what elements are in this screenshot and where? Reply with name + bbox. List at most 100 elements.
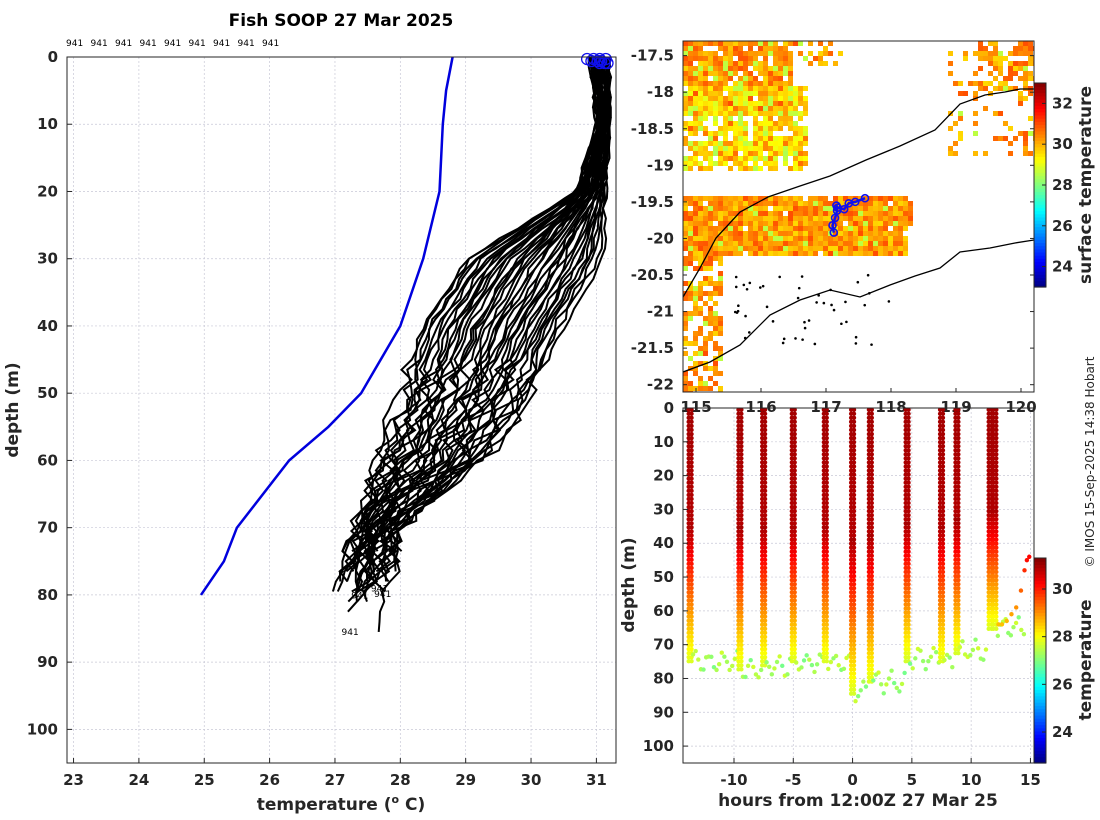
sst-cell bbox=[978, 81, 983, 86]
sst-cell bbox=[783, 221, 788, 226]
cast-point bbox=[792, 415, 797, 421]
sst-cell bbox=[693, 371, 698, 376]
cast-point bbox=[739, 557, 744, 563]
sst-cell bbox=[748, 71, 753, 76]
cast-point bbox=[855, 693, 861, 699]
cast-point bbox=[869, 602, 874, 607]
cast-point bbox=[689, 598, 694, 603]
sst-cell bbox=[783, 41, 788, 46]
sst-cell bbox=[798, 206, 803, 211]
sst-cell bbox=[708, 241, 713, 246]
cast-point bbox=[869, 654, 874, 660]
cast-point bbox=[906, 488, 911, 494]
sst-cell bbox=[803, 86, 808, 91]
cast-point bbox=[956, 460, 961, 465]
sst-cell bbox=[768, 106, 773, 111]
cast-point bbox=[940, 618, 946, 623]
sst-cell bbox=[693, 121, 698, 126]
sst-cell bbox=[703, 301, 708, 306]
sst-cell bbox=[683, 51, 688, 56]
island bbox=[801, 338, 804, 341]
sst-cell bbox=[788, 241, 793, 246]
sst-cell bbox=[798, 91, 803, 96]
sst-cell bbox=[723, 56, 728, 61]
sst-cell bbox=[753, 131, 758, 136]
cast-point bbox=[851, 659, 857, 664]
cast-point bbox=[994, 512, 999, 518]
temperature-colorbar-segment bbox=[1034, 682, 1046, 687]
temperature-colorbar-segment bbox=[1034, 570, 1046, 575]
cast-point bbox=[792, 638, 797, 644]
sst-cell bbox=[888, 231, 893, 236]
sst-cell bbox=[773, 196, 778, 201]
sst-cell bbox=[683, 96, 688, 101]
sst-cell bbox=[703, 56, 708, 61]
cast-point bbox=[739, 468, 744, 473]
sst-colorbar-segment bbox=[1034, 86, 1046, 90]
cast-point bbox=[689, 614, 694, 619]
profile-y-label: depth (m) bbox=[3, 362, 23, 457]
map-x-tick-label: 120 bbox=[1005, 398, 1036, 416]
sst-cell bbox=[738, 111, 743, 116]
cast-point bbox=[994, 423, 999, 429]
sst-cell bbox=[793, 206, 798, 211]
sst-cell bbox=[693, 211, 698, 216]
sst-cell bbox=[738, 211, 743, 216]
sst-cell bbox=[698, 81, 703, 86]
cast-point bbox=[792, 464, 797, 469]
cast-point bbox=[995, 633, 1001, 639]
cast-point bbox=[824, 439, 829, 445]
cast-point bbox=[994, 626, 999, 631]
sst-cell bbox=[788, 51, 793, 56]
sst-cell bbox=[808, 41, 813, 46]
sst-cell bbox=[698, 86, 703, 91]
sst-colorbar-segment bbox=[1034, 140, 1046, 145]
sst-cell bbox=[868, 231, 873, 236]
sst-cell bbox=[793, 111, 798, 116]
cast-point bbox=[851, 460, 857, 465]
sst-cell bbox=[708, 261, 713, 266]
sst-cell bbox=[783, 146, 788, 151]
sst-cell bbox=[768, 111, 773, 116]
cast-point bbox=[897, 689, 902, 694]
cast-point bbox=[851, 549, 857, 554]
sst-cell bbox=[793, 216, 798, 221]
sst-cell bbox=[753, 166, 758, 171]
cast-point bbox=[906, 541, 911, 546]
sst-cell bbox=[803, 221, 808, 226]
cast-point bbox=[906, 646, 911, 652]
temperature-colorbar-segment bbox=[1034, 644, 1046, 649]
sst-cell bbox=[698, 141, 703, 146]
sst-cell bbox=[783, 156, 788, 161]
sst-cell bbox=[693, 206, 698, 211]
sst-cell bbox=[1018, 51, 1023, 56]
cast-point bbox=[762, 435, 768, 441]
sst-cell bbox=[703, 141, 708, 146]
temperature-colorbar-segment bbox=[1034, 558, 1046, 562]
sst-cell bbox=[748, 231, 753, 236]
sst-cell bbox=[713, 76, 718, 81]
cast-point bbox=[869, 525, 874, 530]
cast-point bbox=[762, 484, 768, 489]
sst-cell bbox=[743, 51, 748, 56]
cast-point bbox=[792, 468, 797, 473]
sst-cell bbox=[978, 46, 983, 51]
sst-cell bbox=[898, 236, 903, 241]
sst-cell bbox=[683, 341, 688, 346]
cast-point bbox=[902, 670, 907, 676]
cast-point bbox=[739, 545, 744, 550]
sst-cell bbox=[768, 131, 773, 136]
sst-cell bbox=[688, 51, 693, 56]
map-y-ticks: -17.5-18-18.5-19-19.5-20-20.5-21-21.5-22 bbox=[631, 47, 1034, 394]
sst-cell bbox=[728, 221, 733, 226]
sst-cell bbox=[718, 156, 723, 161]
sst-cell bbox=[718, 356, 723, 361]
sst-colorbar-segment bbox=[1034, 143, 1046, 148]
cast-point bbox=[956, 598, 961, 603]
sst-cell bbox=[808, 226, 813, 231]
cast-point bbox=[851, 415, 857, 421]
sst-cell bbox=[883, 236, 888, 241]
cast-point bbox=[762, 654, 768, 660]
cast-point bbox=[690, 652, 696, 657]
cast-point bbox=[869, 484, 874, 489]
